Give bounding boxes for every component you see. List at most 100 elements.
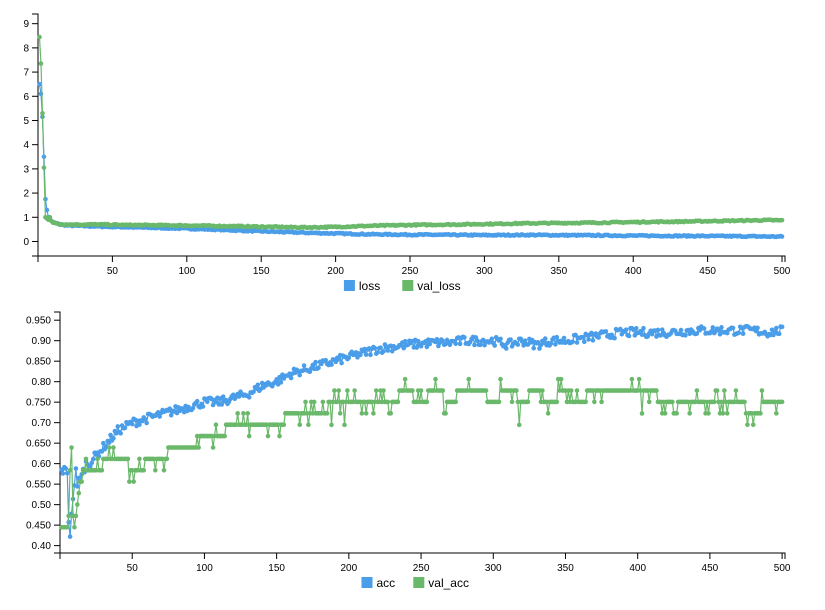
series-line-acc [60,325,783,537]
point-loss [38,91,44,97]
point-acc [255,382,261,388]
y-tick-label: 0.90 [32,336,52,347]
x-tick-label: 400 [629,563,646,574]
point-acc [278,380,284,385]
point-val_acc [720,411,726,416]
point-val_acc [759,388,765,393]
x-tick-label: 400 [625,266,642,277]
point-val_acc [443,411,448,416]
point-acc [168,412,174,418]
point-acc [316,365,321,371]
point-val_acc [418,388,424,393]
point-acc [779,324,785,330]
x-tick: 50 [107,256,118,277]
point-acc [401,345,407,351]
y-tick: 2 [23,189,38,200]
x-tick-label: 250 [402,266,419,277]
point-acc [129,421,135,427]
point-val_acc [241,411,246,416]
point-acc [581,339,587,345]
point-acc [205,399,210,405]
point-acc [655,327,661,333]
point-val_acc [265,433,271,439]
point-val_loss [779,217,785,223]
legend-item-acc[interactable]: acc [361,576,396,590]
y-tick: 0.650 [26,439,60,450]
point-acc [683,333,688,338]
legend-item-loss[interactable]: loss [343,279,380,293]
point-acc [440,338,446,344]
point-val_acc [106,445,112,450]
y-axis: 0 1 2 3 4 5 6 7 8 9 [23,13,39,257]
point-acc [649,331,655,337]
point-val_acc [371,411,376,416]
point-val_acc [277,433,282,439]
legend-item-val_loss[interactable]: val_loss [402,279,461,293]
point-acc [219,402,225,407]
y-tick: 0.90 [32,336,60,347]
point-val_acc [311,399,317,405]
point-acc [498,336,503,342]
y-tick: 0.950 [26,316,60,327]
y-tick: 0.60 [32,459,60,470]
point-acc [537,346,542,351]
point-val_acc [125,456,131,462]
point-val_acc [83,456,89,462]
point-val_acc [722,388,727,393]
point-acc [323,357,329,363]
point-acc [574,340,580,345]
point-acc [339,360,344,366]
point-val_acc [554,399,560,405]
point-val_acc [410,388,415,393]
point-val_acc [161,467,167,473]
point-acc [570,339,575,344]
x-tick-label: 250 [413,563,430,574]
point-acc [730,325,736,331]
point-val_acc [639,411,645,416]
point-acc [75,484,80,489]
point-acc [301,363,307,368]
series-line-loss [38,84,783,238]
point-acc [251,389,256,395]
y-tick-label: 4 [23,140,29,151]
point-val_acc [711,399,717,405]
y-tick-label: 0.750 [26,398,51,409]
point-acc [580,334,586,340]
y-tick: 0.80 [32,377,60,388]
point-val_acc [706,411,711,416]
point-val_acc [67,467,73,473]
y-tick-label: 0.450 [26,521,51,532]
y-tick-label: 0.550 [26,480,51,491]
point-acc [88,464,93,469]
point-val_acc [359,411,365,416]
point-val_loss [41,165,47,170]
legend-item-val_acc[interactable]: val_acc [413,576,469,590]
point-val_acc [654,388,659,393]
point-acc [111,435,116,441]
x-tick: 200 [327,256,344,277]
point-acc [90,456,96,462]
point-val_acc [137,456,142,462]
point-acc [329,362,334,367]
point-val_acc [66,513,71,519]
point-acc [142,416,148,422]
point-val_acc [516,422,522,428]
y-tick-label: 0.850 [26,357,51,368]
point-val_acc [483,388,489,393]
point-val_acc [714,388,720,393]
point-acc [701,326,707,331]
y-tick: 8 [23,43,38,54]
point-val_loss [37,34,42,40]
point-acc [553,342,558,347]
y-tick-label: 0.70 [32,418,52,429]
y-tick-label: 1 [23,213,29,224]
point-val_acc [433,376,438,382]
point-acc [368,352,373,358]
point-val_acc [545,411,551,416]
point-acc [462,335,467,340]
point-val_loss [40,110,45,116]
point-acc [336,357,342,362]
point-val_acc [363,411,369,416]
x-tick: 100 [196,553,213,574]
legend-swatch [361,577,373,588]
